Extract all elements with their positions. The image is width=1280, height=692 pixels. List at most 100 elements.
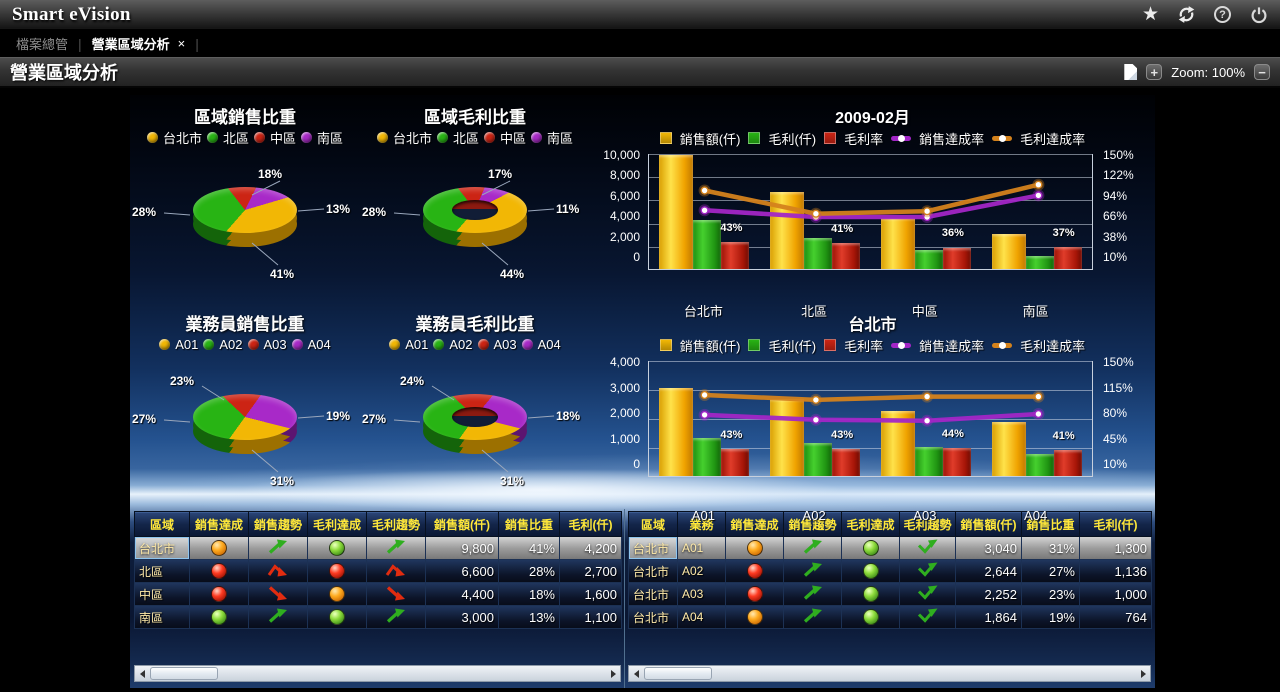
tab-separator: | — [195, 35, 199, 52]
scrollbar-track[interactable] — [643, 666, 1136, 681]
trend-cell — [248, 559, 308, 583]
bar-北區[interactable] — [832, 243, 861, 269]
help-icon[interactable]: ? — [1213, 5, 1232, 24]
bar-南區[interactable] — [1025, 256, 1054, 269]
scroll-left-button[interactable] — [629, 666, 643, 681]
pie-chart-title: 區域銷售比重 — [194, 108, 296, 127]
bar-南區[interactable] — [991, 234, 1026, 269]
table-row[interactable]: 北區 6,600 28% 2,700 — [134, 559, 622, 583]
bar-A01[interactable] — [659, 387, 694, 476]
legend-swatch-icon — [301, 131, 313, 143]
legend-label: A01 — [175, 336, 199, 352]
bar-台北市[interactable] — [693, 220, 722, 269]
legend-line-marker-icon — [891, 134, 912, 142]
bar-A01[interactable] — [693, 438, 722, 476]
table-row[interactable]: 中區 4,400 18% 1,600 — [134, 582, 622, 606]
bar-台北市[interactable] — [659, 155, 694, 269]
column-header[interactable]: 銷售達成 — [189, 511, 249, 537]
column-header[interactable]: 毛利(仟) — [1079, 511, 1152, 537]
bar-A04[interactable] — [991, 421, 1026, 476]
gridline — [649, 246, 1092, 248]
right-axis-ticks: 150% 115% 80% 45% 10% — [1097, 355, 1155, 477]
legend-dot — [999, 134, 1007, 142]
salesman-table-scrollbar[interactable] — [628, 665, 1151, 682]
bar-南區[interactable] — [1053, 246, 1082, 269]
legend-swatch-icon — [477, 338, 489, 350]
bar-台北市[interactable] — [721, 241, 750, 269]
region-cell: A02 — [677, 559, 726, 583]
legend-swatch-icon — [484, 131, 495, 143]
legend-label: A04 — [307, 336, 331, 352]
scrollbar-thumb[interactable] — [150, 667, 218, 680]
zoom-in-button[interactable]: + — [1146, 64, 1163, 80]
column-header[interactable]: 銷售趨勢 — [783, 511, 842, 537]
trend-cell — [899, 559, 956, 583]
column-header[interactable]: 毛利趨勢 — [899, 511, 956, 537]
table-row[interactable]: 台北市 9,800 41% 4,200 — [134, 536, 622, 560]
scrollbar-track[interactable] — [149, 666, 606, 681]
table-row[interactable]: 台北市 A01 3,040 31% 1,300 — [628, 536, 1152, 560]
pie-graphic[interactable]: 17% 11% 44% 28% — [360, 167, 590, 301]
column-header[interactable]: 毛利達成 — [307, 511, 367, 537]
tab-bar: 檔案總管 | 營業區域分析 × | — [0, 30, 1280, 57]
zoom-out-button[interactable]: − — [1254, 64, 1270, 80]
column-header[interactable]: 毛利達成 — [841, 511, 900, 537]
power-icon[interactable] — [1249, 5, 1268, 24]
scrollbar-thumb[interactable] — [644, 667, 712, 680]
pie-graphic[interactable]: 24% 18% 31% 27% — [360, 374, 590, 508]
tab-sales-region-analysis[interactable]: 營業區域分析 × — [92, 34, 186, 53]
pie-chart-salesman-profit: 業務員毛利比重 A01 A02 A03 A04 24% 18% 31% 27% — [360, 302, 590, 509]
tab-close-icon[interactable]: × — [177, 36, 186, 51]
table-row[interactable]: 台北市 A03 2,252 23% 1,000 — [628, 582, 1152, 606]
table-row[interactable]: 南區 3,000 13% 1,100 — [134, 605, 622, 629]
pie-chart-title: 區域毛利比重 — [424, 108, 526, 127]
bar-A02[interactable] — [804, 443, 833, 476]
pie-graphic[interactable]: 18% 13% 41% 28% — [130, 167, 360, 301]
document-icon[interactable] — [1124, 64, 1138, 80]
trend-cell — [783, 582, 842, 606]
bar-A04[interactable] — [1053, 450, 1082, 476]
bar-A04[interactable] — [1025, 453, 1054, 476]
bar-北區[interactable] — [804, 237, 833, 269]
value-cell: 31% — [1021, 536, 1080, 560]
column-header[interactable]: 毛利趨勢 — [366, 511, 426, 537]
bar-A02[interactable] — [832, 448, 861, 476]
column-header[interactable]: 銷售比重 — [498, 511, 560, 537]
bar-group: 36% — [871, 154, 982, 269]
tab-file-explorer[interactable]: 檔案總管 — [16, 37, 69, 52]
bar-A02[interactable] — [770, 399, 805, 476]
table-row[interactable]: 台北市 A04 1,864 19% 764 — [628, 605, 1152, 629]
pie-slice-label: 11% — [556, 202, 580, 216]
column-header[interactable]: 區域 — [134, 511, 190, 537]
column-header[interactable]: 銷售額(仟) — [955, 511, 1022, 537]
bar-A03[interactable] — [942, 447, 971, 476]
pie-slice-label: 44% — [500, 267, 525, 281]
bar-中區[interactable] — [942, 247, 971, 269]
column-header[interactable]: 銷售達成 — [725, 511, 784, 537]
region-table-scrollbar[interactable] — [134, 665, 621, 682]
pie-graphic[interactable]: 23% 19% 31% 27% — [130, 374, 360, 508]
scroll-left-button[interactable] — [135, 666, 149, 681]
legend-swatch-icon — [521, 338, 533, 350]
bar-中區[interactable] — [880, 218, 915, 269]
value-cell: 23% — [1021, 582, 1080, 606]
column-header[interactable]: 銷售趨勢 — [248, 511, 308, 537]
gridline — [649, 177, 1092, 179]
refresh-icon[interactable] — [1177, 5, 1196, 24]
scroll-right-button[interactable] — [606, 666, 620, 681]
column-header[interactable]: 銷售額(仟) — [425, 511, 499, 537]
legend-label: 台北市 — [162, 130, 202, 146]
region-cell: 台北市 — [628, 536, 678, 560]
table-row[interactable]: 台北市 A02 2,644 27% 1,136 — [628, 559, 1152, 583]
bar-A01[interactable] — [721, 448, 750, 476]
bar-A03[interactable] — [914, 447, 943, 476]
pie-chart-title: 業務員銷售比重 — [185, 315, 305, 334]
star-icon[interactable]: ★ — [1141, 5, 1160, 24]
titlebar-icons: ★ ? — [1141, 5, 1268, 24]
legend-label: 銷售達成率 — [919, 338, 985, 354]
category-label: A02 — [802, 508, 826, 523]
bar-中區[interactable] — [914, 250, 943, 269]
column-header[interactable]: 毛利(仟) — [559, 511, 622, 537]
scroll-right-button[interactable] — [1136, 666, 1150, 681]
category-label: 南區 — [1022, 304, 1049, 319]
